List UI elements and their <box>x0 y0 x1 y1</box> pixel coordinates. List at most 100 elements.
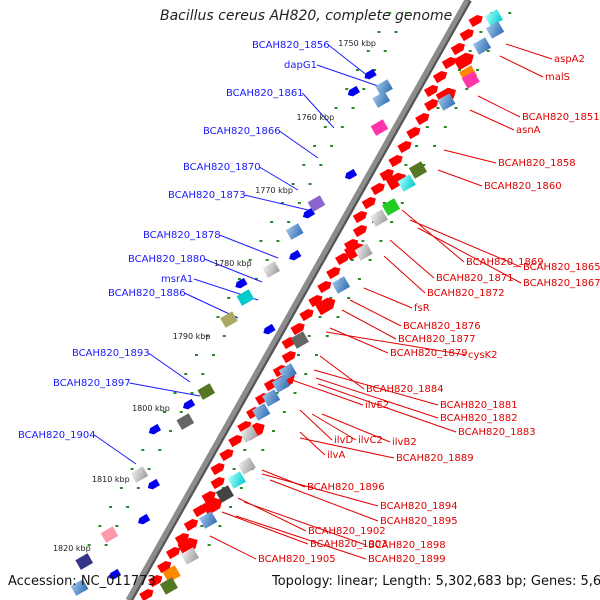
track-dash <box>468 50 472 52</box>
gene-arrow-blue <box>302 207 316 219</box>
track-dash <box>222 335 226 337</box>
gene-arrow-red <box>450 42 465 56</box>
track-dash <box>141 449 145 451</box>
track-dash <box>227 297 231 299</box>
gene-box <box>75 553 94 570</box>
track-dash <box>270 221 274 223</box>
gene-box <box>397 174 416 192</box>
gene-box <box>180 547 199 565</box>
track-dash <box>388 12 392 14</box>
track-dash <box>216 316 220 318</box>
leader-line-red <box>469 109 515 131</box>
gene-box <box>130 466 149 483</box>
scale-tick-label: 1770 kbp <box>255 186 293 195</box>
gene-label-right: BCAH820_1895 <box>380 516 458 527</box>
gene-label-right: ilvC2 <box>358 435 383 446</box>
gene-label-right: ilvD <box>334 435 353 446</box>
gene-arrow-red <box>335 252 350 266</box>
gene-arrow-blue <box>347 85 361 97</box>
track-dash <box>98 525 102 527</box>
track-dash <box>304 373 308 375</box>
track-dash <box>394 31 398 33</box>
track-dash <box>373 69 377 71</box>
genome-stats-text: Topology: linear; Length: 5,302,683 bp; … <box>272 574 600 589</box>
gene-label-right: BCAH820_1894 <box>380 501 458 512</box>
gene-arrow-red <box>415 112 430 126</box>
track-dash <box>201 373 205 375</box>
track-dash <box>379 240 383 242</box>
leader-line-red <box>235 515 367 560</box>
leader-line-red <box>389 239 435 279</box>
leader-line-red <box>321 413 391 443</box>
track-dash <box>297 202 301 204</box>
gene-label-right: BCAH820_1879 <box>390 348 468 359</box>
gene-label-right: BCAH820_1865 <box>523 262 600 273</box>
gene-label-right: BCAH820_1882 <box>440 413 518 424</box>
track-dash <box>280 202 284 204</box>
gene-label-right: ilvB2 <box>392 437 417 448</box>
gene-label-left: dapG1 <box>284 60 317 71</box>
track-dash <box>465 88 469 90</box>
leader-line-blue <box>328 44 369 77</box>
gene-arrow-blue <box>289 249 302 261</box>
leader-line-red <box>409 219 522 268</box>
track-dash <box>276 240 280 242</box>
gene-arrow-red <box>361 196 376 210</box>
gene-label-left: BCAH820_1886 <box>108 288 186 299</box>
track-dash <box>259 240 263 242</box>
leader-line-red <box>477 95 521 118</box>
gene-box <box>290 331 309 349</box>
track-dash <box>436 107 440 109</box>
leader-line-red <box>325 331 467 356</box>
gene-box <box>472 37 492 55</box>
track-dash <box>207 544 211 546</box>
track-dash <box>104 544 108 546</box>
leader-line-red <box>443 149 497 164</box>
gene-arrow-red <box>165 546 181 560</box>
track-dash <box>248 259 252 261</box>
track-dash <box>190 392 194 394</box>
track-dash <box>479 31 483 33</box>
leader-line-red <box>505 43 553 60</box>
track-dash <box>173 392 177 394</box>
track-dash <box>261 449 265 451</box>
gene-label-left: BCAH820_1893 <box>72 348 150 359</box>
gene-arrow-red <box>299 308 314 322</box>
gene-label-right: BCAH820_1871 <box>436 273 514 284</box>
gene-label-right: BCAH820_1851 <box>522 112 600 123</box>
leader-line-red <box>329 327 389 354</box>
track-dash <box>265 259 269 261</box>
track-dash <box>275 392 279 394</box>
leader-line-red <box>437 169 483 187</box>
track-dash <box>508 12 512 14</box>
track-dash <box>356 69 360 71</box>
track-dash <box>336 316 340 318</box>
gene-box <box>236 289 255 306</box>
track-dash <box>307 335 311 337</box>
gene-arrow-blue <box>263 323 276 335</box>
gene-label-right: BCAH820_1898 <box>368 540 446 551</box>
leader-line-red <box>417 227 522 284</box>
gene-label-left: BCAH820_1861 <box>226 88 304 99</box>
track-dash <box>254 278 258 280</box>
scale-tick-label: 1780 kbp <box>214 259 252 268</box>
gene-arrow-red <box>290 322 305 336</box>
gene-arrow-red <box>424 98 439 112</box>
leader-line-blue <box>219 234 279 259</box>
gene-label-left: BCAH820_1897 <box>53 378 131 389</box>
gene-arrow-red <box>423 84 439 98</box>
gene-arrow-blue <box>147 478 160 490</box>
leader-line-blue <box>204 258 263 283</box>
gene-arrow-red <box>315 297 336 316</box>
track-dash <box>415 145 419 147</box>
gene-label-right: asnA <box>516 125 541 136</box>
gene-label-right: BCAH820_1876 <box>403 321 481 332</box>
track-dash <box>390 221 394 223</box>
track-dash <box>329 297 333 299</box>
gene-arrow-red <box>453 52 474 71</box>
gene-box <box>375 79 393 96</box>
gene-label-right: cysK2 <box>468 350 498 361</box>
leader-line-blue <box>302 92 335 129</box>
gene-box <box>199 511 218 529</box>
